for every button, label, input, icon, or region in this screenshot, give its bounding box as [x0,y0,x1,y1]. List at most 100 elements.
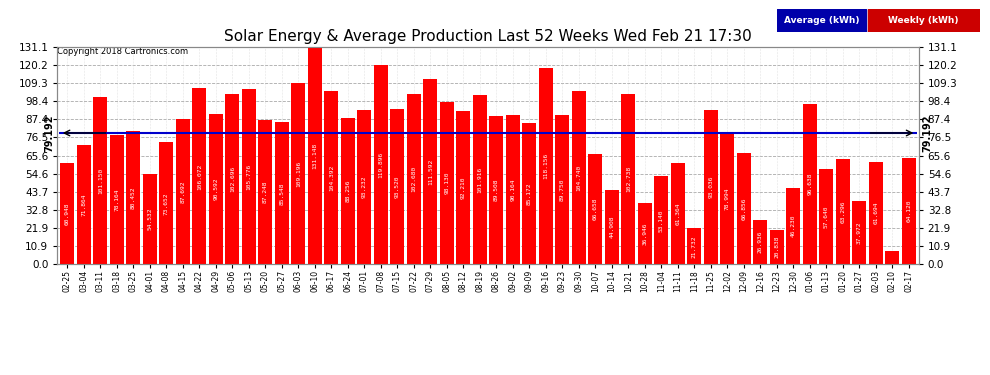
Bar [77,145,91,264]
Bar [638,203,651,264]
Bar [325,91,339,264]
Text: 73.652: 73.652 [163,192,169,214]
Bar [226,94,240,264]
Text: 104.740: 104.740 [576,164,581,190]
Text: Copyright 2018 Cartronics.com: Copyright 2018 Cartronics.com [57,47,188,56]
Text: Average (kWh): Average (kWh) [784,16,859,25]
Bar [869,162,883,264]
Text: Weekly (kWh): Weekly (kWh) [888,16,958,25]
Bar [836,159,849,264]
Text: 90.592: 90.592 [213,178,219,201]
Text: 46.230: 46.230 [791,215,796,237]
Text: 89.750: 89.750 [559,178,565,201]
Text: 85.548: 85.548 [279,182,284,205]
Bar [110,135,124,264]
Text: 78.164: 78.164 [114,188,120,211]
Text: 101.150: 101.150 [98,167,103,194]
Text: 102.696: 102.696 [230,166,235,192]
Bar [93,97,107,264]
Bar [209,114,223,264]
Text: 79.192: 79.192 [922,114,932,152]
Bar [456,111,470,264]
Bar [753,220,767,264]
Bar [704,110,718,264]
Bar [159,142,173,264]
Text: 21.732: 21.732 [692,235,697,258]
Text: 80.452: 80.452 [131,186,136,209]
Bar [539,68,552,264]
Bar [192,88,206,264]
Bar [506,115,520,264]
Text: 96.638: 96.638 [807,173,813,195]
Text: 71.864: 71.864 [81,194,86,216]
Bar [176,119,190,264]
Text: 78.994: 78.994 [725,188,730,210]
Bar [820,169,834,264]
Text: 37.972: 37.972 [856,222,862,244]
Text: 93.036: 93.036 [708,176,714,198]
Bar [374,66,388,264]
Text: 54.532: 54.532 [148,208,152,230]
Bar [786,188,800,264]
Text: 131.148: 131.148 [312,142,318,169]
Text: 63.296: 63.296 [841,201,845,223]
Text: 53.140: 53.140 [658,209,664,231]
Text: 61.364: 61.364 [675,202,680,225]
Text: 64.120: 64.120 [906,200,912,222]
Bar [572,91,586,264]
Bar [803,104,817,264]
Bar [440,102,453,264]
Text: 66.856: 66.856 [742,198,746,220]
Bar [654,176,668,264]
Bar [721,134,735,264]
Text: 92.210: 92.210 [460,177,466,199]
Text: 26.936: 26.936 [757,231,763,253]
Text: 118.156: 118.156 [544,153,548,180]
Bar [275,123,289,264]
Text: 111.592: 111.592 [428,159,433,185]
Bar [588,154,602,264]
Text: 20.838: 20.838 [774,236,779,258]
Text: 89.508: 89.508 [494,179,499,201]
Text: 93.232: 93.232 [361,176,367,198]
Text: 57.640: 57.640 [824,205,829,228]
Bar [605,190,619,264]
Text: 105.776: 105.776 [247,164,251,190]
Bar [341,118,354,264]
Bar [407,94,421,264]
Bar [489,116,503,264]
Text: 79.192: 79.192 [45,114,54,152]
Text: 61.694: 61.694 [873,202,878,225]
Bar [143,174,156,264]
Bar [777,9,866,32]
Bar [473,95,487,264]
Text: 90.164: 90.164 [510,178,516,201]
Text: 66.658: 66.658 [593,198,598,220]
Bar [424,79,438,264]
Bar [737,153,750,264]
Bar [852,201,866,264]
Text: 101.916: 101.916 [477,167,482,193]
Text: 119.896: 119.896 [378,152,383,178]
Bar [258,120,272,264]
Bar [291,83,305,264]
Text: 85.172: 85.172 [527,183,532,205]
Bar [242,89,255,264]
Text: 36.946: 36.946 [643,222,647,245]
Text: 44.908: 44.908 [609,216,615,238]
Bar [357,110,371,264]
Bar [868,9,980,32]
Bar [523,123,537,264]
Text: 98.130: 98.130 [445,172,449,194]
Title: Solar Energy & Average Production Last 52 Weeks Wed Feb 21 17:30: Solar Energy & Average Production Last 5… [224,29,752,44]
Bar [671,163,685,264]
Bar [687,228,701,264]
Text: 109.196: 109.196 [296,160,301,187]
Text: 102.738: 102.738 [626,166,631,192]
Bar [622,94,636,264]
Text: 87.248: 87.248 [262,181,268,203]
Bar [308,47,322,264]
Text: 104.392: 104.392 [329,165,334,191]
Text: 93.520: 93.520 [395,176,400,198]
Bar [902,158,916,264]
